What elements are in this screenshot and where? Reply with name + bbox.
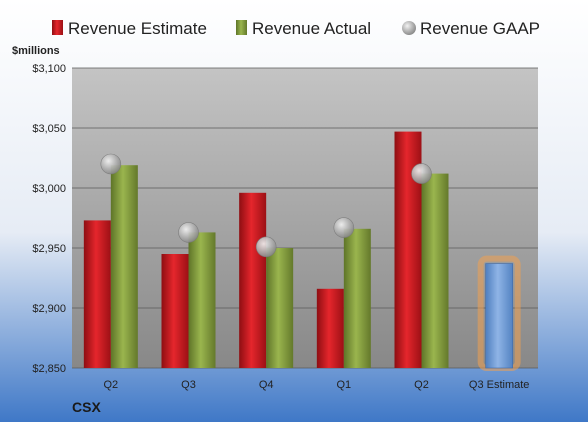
bar-revenue-estimate (239, 192, 267, 368)
marker-revenue-gaap (255, 236, 277, 258)
x-tick-label: Q4 (259, 379, 274, 391)
bar-revenue-estimate (161, 254, 189, 368)
plot-area (72, 68, 538, 368)
legend-label-gaap: Revenue GAAP (420, 19, 540, 38)
y-tick-label: $2,900 (32, 303, 66, 315)
gridlines (72, 67, 538, 369)
x-axis-ticks: Q2 Q3 Q4 Q1 Q2 Q3 Estimate (103, 379, 529, 391)
gaap-markers (100, 153, 432, 258)
y-tick-label: $3,050 (32, 123, 66, 135)
bar-revenue-actual (421, 173, 449, 368)
y-axis-unit-label: $millions (12, 45, 60, 57)
y-tick-label: $3,000 (32, 183, 66, 195)
marker-revenue-gaap (100, 153, 122, 175)
marker-revenue-gaap (411, 163, 432, 184)
bar-revenue-actual (266, 248, 294, 368)
legend: Revenue Estimate Revenue Actual Revenue … (52, 19, 540, 38)
y-tick-label: $2,950 (32, 243, 66, 255)
y-tick-label: $2,850 (32, 363, 66, 375)
x-tick-label: Q3 (181, 379, 196, 391)
legend-swatch-estimate (52, 20, 63, 35)
bars (83, 131, 521, 372)
legend-swatch-actual (236, 20, 247, 35)
bar-revenue-actual (343, 228, 371, 368)
bar-revenue-estimate (316, 288, 344, 368)
legend-label-estimate: Revenue Estimate (68, 19, 207, 38)
x-tick-label: Q2 (103, 379, 118, 391)
x-tick-label: Q2 (414, 379, 429, 391)
bar-revenue-actual (188, 232, 216, 368)
x-tick-label: Q3 Estimate (469, 379, 530, 391)
marker-revenue-gaap (333, 217, 355, 238)
ticker-label: CSX (72, 399, 101, 415)
y-tick-label: $3,100 (32, 63, 66, 75)
bar-revenue-estimate (83, 220, 111, 368)
y-axis-ticks: $2,850 $2,900 $2,950 $3,000 $3,050 $3,100 (32, 63, 66, 375)
legend-swatch-gaap (402, 21, 416, 35)
legend-label-actual: Revenue Actual (252, 19, 371, 38)
bar-revenue-actual (110, 165, 138, 368)
marker-revenue-gaap (178, 222, 199, 243)
x-tick-label: Q1 (336, 379, 351, 391)
bar-q3-estimate (485, 263, 513, 369)
